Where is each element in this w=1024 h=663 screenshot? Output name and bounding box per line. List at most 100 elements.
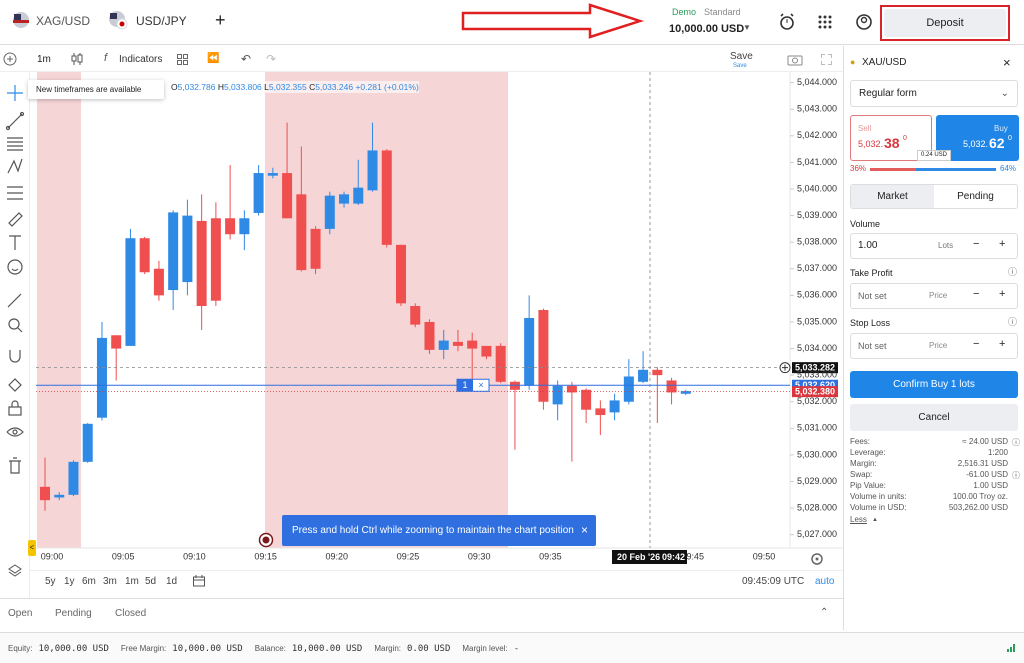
calendar-icon[interactable] xyxy=(192,574,206,588)
price-mode[interactable]: Price xyxy=(929,341,948,350)
order-badge-count-bg xyxy=(457,379,473,392)
positions-tab[interactable]: Closed xyxy=(115,608,147,619)
range-button[interactable]: 5y xyxy=(45,576,56,587)
y-tick-label: 5,040.000 xyxy=(797,183,837,193)
detail-value: ≈ 24.00 USD xyxy=(962,437,1008,446)
symbol-tab[interactable]: USD/JPY xyxy=(136,14,187,28)
positions-tab[interactable]: Pending xyxy=(55,608,92,619)
add-icon[interactable] xyxy=(3,52,17,66)
templates-icon[interactable] xyxy=(177,54,188,65)
scroll-marker[interactable]: < xyxy=(28,540,36,556)
drawing-tools[interactable] xyxy=(5,83,25,563)
y-tick-label: 5,032.000 xyxy=(797,396,837,406)
detail-key: Volume in USD: xyxy=(850,503,907,512)
alarm-icon[interactable] xyxy=(778,13,796,31)
account-type[interactable]: Standard xyxy=(704,7,741,17)
save-button[interactable]: Save xyxy=(730,51,753,62)
expand-caret[interactable]: ⌃ xyxy=(820,607,829,618)
form-select[interactable]: Regular form ⌄ xyxy=(850,80,1018,107)
positions-tab[interactable]: Open xyxy=(8,608,33,619)
timeframe[interactable]: 1m xyxy=(37,54,51,65)
order-tab[interactable]: Market xyxy=(851,185,934,208)
fullscreen-icon[interactable] xyxy=(821,54,832,65)
order-type-tabs xyxy=(850,184,1018,209)
candle-body xyxy=(595,408,606,416)
detail-key: Margin: xyxy=(850,459,877,468)
volume-value: 1.00 xyxy=(858,240,878,251)
price-mode[interactable]: Price xyxy=(929,291,948,300)
caret: ▲ xyxy=(872,517,878,523)
indicators-icon[interactable]: f xyxy=(104,52,108,64)
indicators-button[interactable]: Indicators xyxy=(119,54,163,65)
layers-icon[interactable] xyxy=(7,563,23,579)
buy-label: Buy xyxy=(994,124,1008,133)
deposit-button[interactable]: Deposit xyxy=(884,9,1006,37)
order-tab[interactable]: Pending xyxy=(957,191,994,202)
stop-loss-value: Not set xyxy=(858,341,887,351)
apps-icon[interactable] xyxy=(818,15,832,29)
event-marker[interactable] xyxy=(258,532,274,548)
candle-body xyxy=(367,150,378,191)
spread: 0.24 USD xyxy=(917,150,951,161)
candle-body xyxy=(581,389,592,410)
info-icon: ⓘ xyxy=(1012,471,1020,480)
range-button[interactable]: 1y xyxy=(64,576,75,587)
account-balance[interactable]: 10,000.00 USD xyxy=(669,23,745,35)
decrement[interactable]: − xyxy=(973,288,980,300)
increment[interactable]: + xyxy=(999,238,1006,250)
detail-key: Swap: xyxy=(850,470,873,479)
sell-price-big: 38 xyxy=(884,135,900,151)
volume-input[interactable] xyxy=(850,233,1018,259)
stop-loss-input[interactable] xyxy=(850,333,1018,359)
auto-scale[interactable]: auto xyxy=(815,576,835,587)
range-button[interactable]: 3m xyxy=(103,576,117,587)
redo-icon[interactable]: ↷ xyxy=(266,52,277,66)
add-tab[interactable]: + xyxy=(215,10,226,30)
detail-value: -61.00 USD xyxy=(966,470,1008,479)
profile-icon[interactable] xyxy=(855,13,873,31)
info-icon: ⓘ xyxy=(1012,438,1020,447)
info-icon[interactable]: ⓘ xyxy=(1008,317,1018,327)
sentiment-segment xyxy=(870,168,916,171)
candle-body xyxy=(481,345,492,357)
account-mode[interactable]: Demo xyxy=(672,7,697,17)
y-tick-label: 5,038.000 xyxy=(797,237,837,247)
decrement[interactable]: − xyxy=(973,238,980,250)
caret[interactable]: ▼ xyxy=(743,23,751,32)
status-value: 10,000.00 USD xyxy=(291,644,363,654)
sentiment-sell: 36% xyxy=(850,164,867,173)
replay-icon[interactable]: ⏪ xyxy=(207,53,220,64)
panel-close[interactable]: × xyxy=(1003,55,1011,70)
detail-key: Pip Value: xyxy=(850,481,886,490)
toast-close[interactable]: × xyxy=(580,523,588,537)
x-tick-label: 09:15 xyxy=(254,551,277,561)
ohlc-key: L xyxy=(264,82,269,92)
info-icon[interactable]: ⓘ xyxy=(1008,267,1018,277)
candle-body xyxy=(182,215,193,283)
symbol-tab[interactable]: XAG/USD xyxy=(36,14,91,28)
status-value: 10,000.00 USD xyxy=(172,644,243,654)
range-button[interactable]: 6m xyxy=(82,576,96,587)
take-profit-input[interactable] xyxy=(850,283,1018,309)
detail-row: Leverage: 1:200 xyxy=(850,448,1020,459)
sell-button[interactable] xyxy=(850,115,932,161)
increment[interactable]: + xyxy=(999,338,1006,350)
cancel-button[interactable]: Cancel xyxy=(850,404,1018,431)
confirm-button[interactable]: Confirm Buy 1 lots xyxy=(850,371,1018,398)
crosshair-add-plus xyxy=(782,364,788,371)
screenshot-icon[interactable] xyxy=(787,53,803,66)
less-link[interactable]: Less xyxy=(850,515,867,524)
take-profit-value: Not set xyxy=(858,291,887,301)
undo-icon[interactable]: ↶ xyxy=(241,52,252,66)
range-button[interactable]: 1d xyxy=(166,576,178,587)
range-button[interactable]: 1m xyxy=(125,576,139,587)
candle-body xyxy=(196,220,207,307)
candle-body xyxy=(609,400,620,413)
x-tick-label: 09:00 xyxy=(41,551,64,561)
settings-icon[interactable] xyxy=(810,552,824,566)
candle-type-icon[interactable] xyxy=(71,52,83,66)
decrement[interactable]: − xyxy=(973,338,980,350)
increment[interactable]: + xyxy=(999,288,1006,300)
range-button[interactable]: 5d xyxy=(145,576,157,587)
